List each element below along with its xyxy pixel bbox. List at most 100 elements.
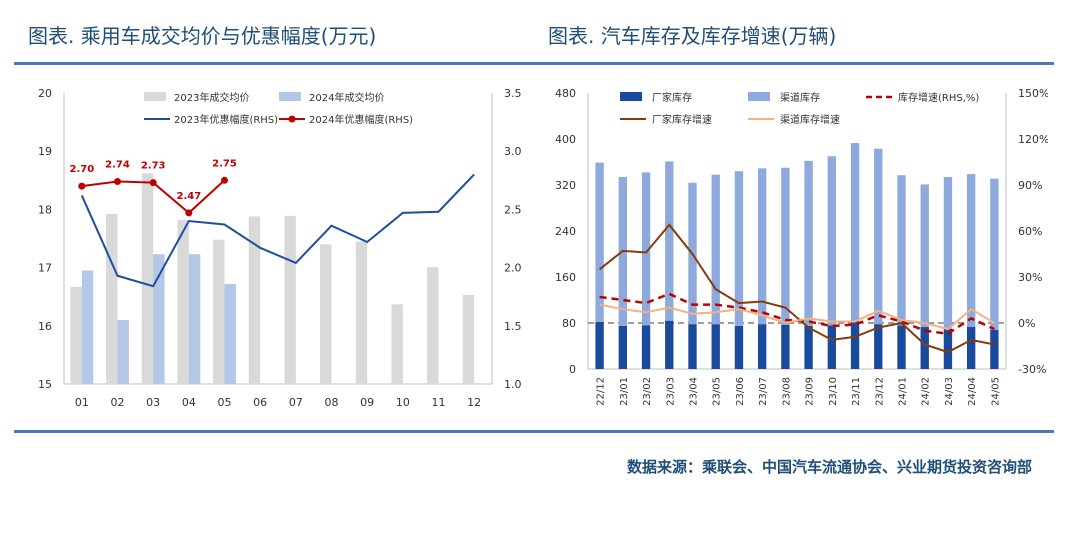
price-discount-chart: 15 16 17 18 19 20 1.0 1.5 2.0 2.5 3.0 3.5 01 02 03 04 05… [38, 87, 522, 409]
bar [850, 143, 860, 322]
bar [665, 161, 674, 321]
y2-tick-label: 3.0 [504, 145, 522, 158]
x-tick-label: 02 [111, 396, 125, 409]
legend-label: 2024年优惠幅度(RHS) [309, 113, 413, 126]
y-tick-label: 80 [562, 317, 576, 330]
x-tick-label: 23/09 [805, 377, 816, 406]
bar [711, 324, 720, 369]
bar [320, 244, 332, 384]
bar [106, 214, 118, 384]
y-tick-label: 480 [555, 87, 576, 100]
bar [81, 270, 94, 384]
bar [781, 167, 790, 325]
series-line [80, 173, 475, 288]
data-point [78, 182, 86, 190]
data-point [149, 179, 157, 187]
y2-tick-label: -30% [1018, 363, 1046, 376]
legend-label: 渠道库存增速 [780, 113, 840, 126]
data-label: 2.75 [212, 158, 237, 169]
y-tick-label: 320 [555, 179, 576, 192]
bar [153, 254, 165, 384]
x-tick-label: 24/02 [921, 377, 932, 406]
y-tick-label: 0 [569, 363, 576, 376]
x-tick-label: 23/11 [851, 377, 862, 406]
bar [595, 321, 604, 369]
bar [248, 216, 261, 384]
bar [224, 283, 236, 384]
series-line [599, 292, 995, 336]
legend-label: 2024年成交均价 [309, 91, 384, 104]
bar [757, 168, 767, 325]
x-tick-label: 23/03 [665, 377, 676, 406]
bar [850, 321, 860, 369]
legend-swatch [620, 92, 642, 101]
bar [827, 325, 837, 369]
x-tick-label: 11 [432, 396, 446, 409]
data-source: 数据来源：乘联会、中国汽车流通协会、兴业期货投资咨询部 [626, 458, 1032, 476]
legend-label: 厂家库存增速 [652, 113, 712, 126]
y-tick-label: 160 [555, 271, 576, 284]
bar [804, 325, 813, 369]
bar [990, 329, 999, 369]
x-tick-label: 24/01 [898, 377, 909, 406]
bar [427, 267, 439, 384]
bar [462, 294, 475, 384]
bar [874, 324, 883, 369]
x-tick-label: 24/04 [967, 377, 978, 406]
data-point [114, 177, 121, 185]
x-tick-label: 08 [325, 396, 339, 409]
y2-tick-label: 1.0 [504, 378, 522, 391]
y-tick-label: 16 [38, 320, 52, 333]
bar [188, 254, 201, 384]
legend-label: 渠道库存 [780, 91, 820, 104]
x-tick-label: 24/05 [990, 377, 1001, 406]
x-tick-label: 24/03 [944, 377, 955, 406]
bar [897, 175, 906, 326]
y-tick-label: 240 [555, 225, 576, 238]
legend-label: 厂家库存 [652, 91, 692, 104]
x-tick-label: 05 [218, 396, 232, 409]
bar [734, 325, 744, 369]
y2-tick-label: 2.5 [504, 203, 522, 216]
series-line [599, 303, 995, 331]
bar [874, 148, 883, 325]
left-chart-title: 图表. 乘用车成交均价与优惠幅度(万元) [28, 24, 377, 48]
bar [70, 286, 82, 384]
x-tick-label: 04 [182, 396, 196, 409]
bar [757, 324, 767, 369]
x-tick-label: 23/04 [689, 377, 700, 406]
y-tick-label: 17 [38, 262, 52, 275]
bar [688, 324, 697, 369]
y2-tick-label: 60% [1018, 225, 1042, 238]
data-point [185, 209, 193, 217]
bar [711, 174, 720, 325]
bar [641, 172, 651, 326]
x-tick-label: 23/02 [642, 377, 653, 406]
bar [734, 171, 744, 326]
bar [781, 324, 790, 369]
bar [641, 325, 651, 369]
bar [665, 320, 674, 369]
top-divider [14, 62, 1054, 65]
x-tick-label: 07 [289, 396, 303, 409]
bar [177, 219, 189, 384]
x-tick-label: 23/08 [781, 377, 792, 406]
data-label: 2.73 [141, 161, 166, 172]
bar [618, 325, 628, 369]
bar [920, 327, 929, 369]
x-tick-label: 23/06 [735, 377, 746, 406]
bar [827, 156, 837, 326]
legend-label: 库存增速(RHS,%) [898, 91, 979, 104]
x-tick-label: 22/12 [596, 377, 607, 406]
y-tick-label: 20 [38, 87, 52, 100]
x-tick-label: 23/01 [619, 377, 630, 406]
y2-tick-label: 1.5 [504, 320, 522, 333]
series-line [598, 223, 995, 354]
x-tick-label: 01 [75, 396, 89, 409]
y2-tick-label: 0% [1018, 317, 1035, 330]
y-tick-label: 18 [38, 203, 52, 216]
bar [990, 178, 999, 330]
legend-swatch [144, 92, 166, 101]
y2-tick-label: 120% [1018, 133, 1048, 146]
y2-tick-label: 30% [1018, 271, 1042, 284]
